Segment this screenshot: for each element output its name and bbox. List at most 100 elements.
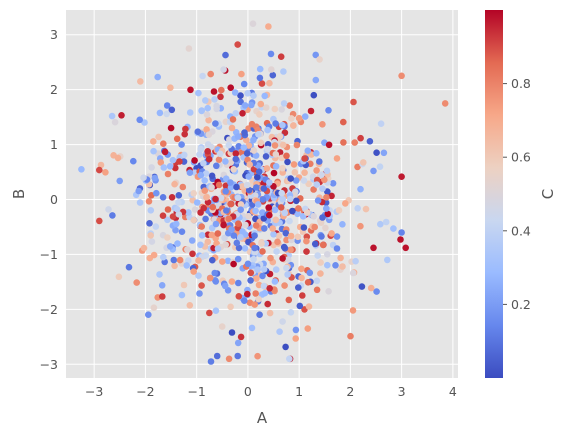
scatter-point xyxy=(398,173,405,180)
scatter-point xyxy=(252,290,259,297)
scatter-point xyxy=(152,223,160,230)
scatter-point xyxy=(287,246,294,254)
scatter-point xyxy=(164,206,172,213)
x-tick-label: 4 xyxy=(449,384,457,399)
scatter-point xyxy=(175,211,183,218)
scatter-point xyxy=(211,269,218,277)
y-axis-label: B xyxy=(10,189,28,199)
scatter-point xyxy=(281,209,289,217)
scatter-point xyxy=(194,128,202,135)
scatter-point xyxy=(181,130,188,138)
scatter-point xyxy=(147,232,154,239)
scatter-point xyxy=(215,156,223,163)
scatter-point xyxy=(197,145,205,153)
scatter-point xyxy=(228,278,236,285)
scatter-point xyxy=(186,109,194,116)
scatter-point xyxy=(212,120,219,127)
scatter-point xyxy=(262,104,270,111)
scatter-point xyxy=(159,293,166,300)
scatter-point xyxy=(140,174,147,181)
scatter-point xyxy=(339,263,346,270)
scatter-point xyxy=(373,288,380,295)
scatter-point xyxy=(316,56,323,63)
scatter-point xyxy=(380,149,388,157)
scatter-point xyxy=(234,255,242,263)
x-tick-label: 3 xyxy=(398,384,406,399)
scatter-point xyxy=(260,282,268,290)
scatter-point xyxy=(173,220,180,228)
scatter-point xyxy=(266,79,273,87)
scatter-point xyxy=(227,84,234,91)
scatter-point xyxy=(240,144,248,151)
scatter-point xyxy=(398,72,405,80)
colorbar-tick-label: 0.6 xyxy=(511,150,531,165)
scatter-point xyxy=(354,163,361,171)
scatter-point xyxy=(159,194,167,201)
scatter-point xyxy=(252,207,259,215)
scatter-point xyxy=(220,66,227,73)
scatter-point xyxy=(164,170,172,178)
scatter-point xyxy=(178,291,186,299)
scatter-point xyxy=(246,161,253,168)
scatter-point xyxy=(328,230,335,237)
scatter-point xyxy=(324,188,331,195)
scatter-point xyxy=(269,71,277,79)
scatter-point xyxy=(307,107,315,115)
scatter-point xyxy=(168,106,176,114)
scatter-point xyxy=(264,141,272,148)
scatter-point xyxy=(264,126,271,134)
scatter-point xyxy=(203,111,211,118)
scatter-point xyxy=(325,107,332,114)
scatter-point xyxy=(285,296,293,304)
scatter-point xyxy=(222,241,229,248)
scatter-point xyxy=(118,112,125,119)
scatter-point xyxy=(304,325,312,332)
scatter-point xyxy=(325,288,332,295)
scatter-point xyxy=(272,163,280,170)
scatter-point xyxy=(181,151,188,159)
scatter-point xyxy=(96,217,103,225)
y-tick-label: 3 xyxy=(50,27,58,42)
scatter-point xyxy=(335,207,343,214)
scatter-point xyxy=(216,150,224,158)
scatter-point xyxy=(225,141,233,149)
scatter-point xyxy=(323,205,330,212)
scatter-point xyxy=(288,115,295,122)
scatter-point xyxy=(370,167,377,175)
scatter-point xyxy=(324,261,331,269)
scatter-point xyxy=(242,221,249,229)
scatter-point xyxy=(208,231,215,239)
scatter-point xyxy=(328,192,335,200)
scatter-point xyxy=(114,154,122,162)
scatter-point xyxy=(202,170,210,177)
scatter-point xyxy=(208,172,216,180)
scatter-point xyxy=(232,110,239,117)
scatter-point xyxy=(237,201,245,208)
scatter-point xyxy=(257,139,265,147)
scatter-point xyxy=(206,309,213,317)
scatter-point xyxy=(324,251,331,258)
scatter-point xyxy=(237,206,244,213)
x-tick-label: 1 xyxy=(295,384,303,399)
y-tick-labels: −3 −2 −1 0 1 2 3 xyxy=(40,27,58,372)
scatter-point xyxy=(135,187,142,195)
scatter-point xyxy=(255,131,262,138)
scatter-point xyxy=(234,352,241,360)
scatter-point xyxy=(228,124,236,132)
scatter-point xyxy=(205,131,213,138)
scatter-point xyxy=(252,275,260,282)
scatter-point xyxy=(258,80,266,87)
scatter-point xyxy=(244,290,251,298)
scatter-point xyxy=(173,135,181,143)
scatter-point xyxy=(223,207,230,214)
colorbar-tick-label: 0.8 xyxy=(511,76,531,91)
scatter-point xyxy=(277,53,285,60)
scatter-point xyxy=(235,220,242,227)
scatter-point xyxy=(178,228,186,235)
scatter-point xyxy=(294,210,301,218)
scatter-point xyxy=(352,257,359,265)
scatter-point xyxy=(259,196,267,203)
scatter-point xyxy=(259,248,266,255)
scatter-point xyxy=(340,118,347,126)
scatter-point xyxy=(219,258,226,265)
